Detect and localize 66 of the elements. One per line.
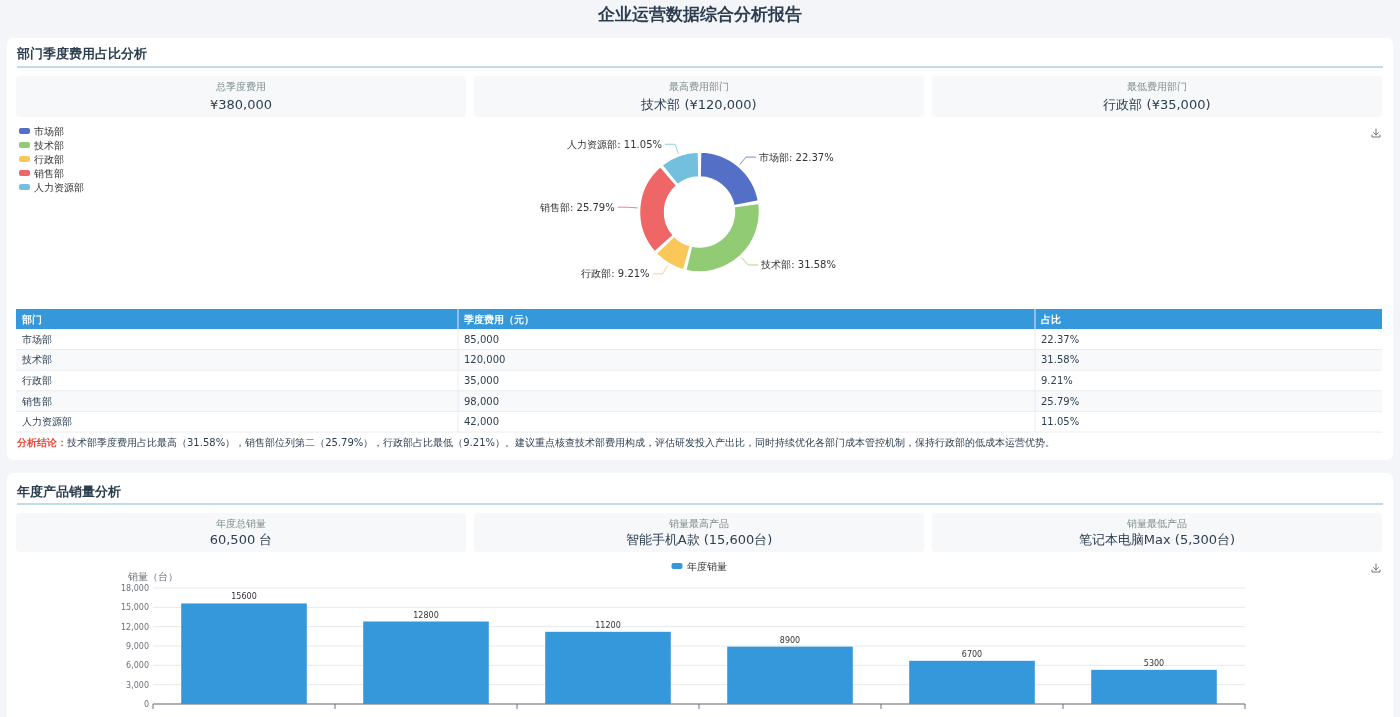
- text: 占比: [1041, 313, 1061, 325]
- legend-label: 年度销量: [686, 560, 727, 572]
- data-label: 11.05%: [1041, 416, 1080, 428]
- bar: [909, 660, 1035, 704]
- legend-label: 技术部: [33, 139, 64, 151]
- data-label: 9.21%: [1041, 375, 1073, 386]
- text: 最高费用部门: [669, 81, 729, 92]
- y-tick-label: 3,000: [126, 680, 149, 690]
- y-tick-label: 6,000: [126, 661, 149, 671]
- category-label: 市场部: [22, 333, 52, 345]
- text: 总季度费用: [215, 81, 266, 92]
- category-label: 行政部: [22, 375, 52, 386]
- y-tick-label: 15,000: [121, 603, 149, 613]
- legend-label: 人力资源部: [34, 181, 84, 193]
- text: 企业运营数据综合分析报告: [597, 4, 802, 24]
- y-tick-label: 12,000: [121, 622, 149, 632]
- data-label: 12800: [413, 610, 439, 620]
- data-label: 市场部: 22.37%: [759, 151, 834, 163]
- data-label: 42,000: [464, 416, 499, 428]
- text: 智能手机A款 (15,600台): [625, 532, 773, 547]
- text: 技术部 (¥120,000): [640, 97, 757, 112]
- category-label: 销售部: [21, 395, 52, 407]
- y-tick-label: 18,000: [121, 584, 149, 593]
- data-label: 5300: [1143, 658, 1165, 668]
- data-label: 8900: [779, 635, 801, 645]
- text: 部门: [21, 313, 42, 325]
- data-label: 6700: [961, 649, 983, 659]
- bar: [545, 631, 671, 704]
- text: 年度总销量: [216, 518, 266, 529]
- data-label: 行政部: 9.21%: [581, 268, 650, 280]
- y-tick-label: 9,000: [126, 642, 149, 651]
- data-label: 技术部: 31.58%: [760, 259, 836, 271]
- text: 部门季度费用占比分析: [16, 46, 147, 61]
- bar: [363, 621, 489, 704]
- data-label: 98,000: [464, 395, 499, 407]
- text: ¥380,000: [209, 97, 273, 112]
- data-label: 15600: [231, 592, 257, 602]
- data-label: 人力资源部: 11.05%: [567, 138, 662, 150]
- bar: [181, 603, 307, 704]
- bar: [727, 646, 853, 704]
- data-label: 22.37%: [1041, 333, 1080, 345]
- data-label: 31.58%: [1041, 354, 1080, 366]
- category-label: 人力资源部: [22, 416, 72, 428]
- text: 销量最低产品: [1126, 518, 1187, 529]
- bar: [1091, 669, 1217, 704]
- text: 销量最高产品: [668, 518, 729, 529]
- data-label: 销售部: 25.79%: [538, 201, 615, 213]
- legend-label: 销售部: [33, 167, 64, 179]
- data-label: 35,000: [464, 375, 499, 386]
- text: 年度产品销量分析: [16, 484, 121, 499]
- text: 分析结论：: [16, 437, 67, 448]
- text: 笔记本电脑Max (5,300台): [1078, 532, 1236, 547]
- y-tick-label: 0: [143, 700, 149, 709]
- text: 最低费用部门: [1127, 81, 1187, 92]
- legend-label: 市场部: [34, 125, 64, 137]
- text: 季度费用（元）: [463, 313, 534, 325]
- data-label: 85,000: [464, 333, 499, 345]
- data-label: 11200: [595, 620, 621, 630]
- legend-label: 行政部: [34, 153, 64, 165]
- text: 60,500 台: [209, 532, 273, 547]
- y-axis-title: 销量（台）: [127, 571, 178, 582]
- data-label: 25.79%: [1041, 395, 1080, 407]
- category-label: 技术部: [21, 354, 52, 366]
- text: 行政部 (¥35,000): [1103, 97, 1211, 112]
- text: 技术部季度费用占比最高（31.58%），销售部位列第二（25.79%），行政部占比最低（9.21%）。建议重点核查技术部费用构成，评估研发投入产出比，同时持续优化各部门成本管控机制，保持行政部的低成本运营优势。: [66, 437, 1056, 448]
- data-label: 120,000: [464, 354, 506, 366]
